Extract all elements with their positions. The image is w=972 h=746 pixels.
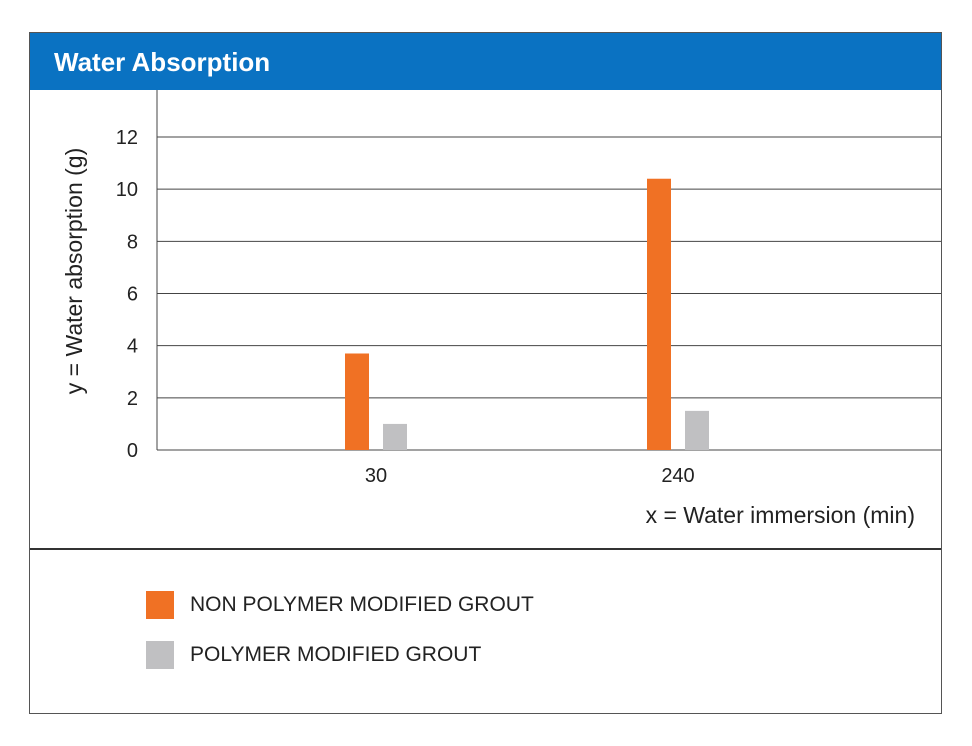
y-tick-4: 4 [127, 336, 138, 358]
y-axis-label: y = Water absorption (g) [61, 148, 87, 395]
legend-item-polymer: POLYMER MODIFIED GROUT [146, 640, 481, 670]
divider [30, 548, 941, 550]
y-tick-12: 12 [116, 127, 138, 149]
x-tick-240: 240 [661, 465, 694, 487]
x-tick-labels: 30 240 [365, 465, 695, 487]
bars [345, 178, 709, 450]
y-tick-0: 0 [127, 440, 138, 462]
bar-non-polymer-30 [345, 353, 369, 450]
axes [156, 90, 941, 451]
legend-item-non-polymer: NON POLYMER MODIFIED GROUT [146, 590, 534, 620]
legend-swatch-polymer [146, 641, 174, 669]
legend-label-polymer: POLYMER MODIFIED GROUT [190, 643, 482, 666]
bar-polymer-30 [383, 423, 407, 450]
y-tick-8: 8 [127, 231, 138, 253]
y-tick-6: 6 [127, 284, 138, 306]
y-tick-2: 2 [127, 388, 138, 410]
y-tick-10: 10 [116, 179, 138, 201]
bar-non-polymer-240 [647, 178, 671, 450]
x-axis-label: x = Water immersion (min) [646, 502, 915, 528]
bar-chart: 0 2 4 6 8 10 12 30 240 y = Water absorption (g)… [61, 90, 941, 528]
y-tick-labels: 0 2 4 6 8 10 12 [116, 127, 138, 462]
chart-header: Water Absorption [30, 33, 941, 90]
gridlines [157, 136, 941, 399]
legend-swatch-non-polymer [146, 591, 174, 619]
bar-polymer-240 [685, 410, 709, 450]
legend-label-non-polymer: NON POLYMER MODIFIED GROUT [190, 593, 534, 616]
x-tick-30: 30 [365, 465, 387, 487]
chart-title: Water Absorption [54, 47, 271, 77]
chart-panel: Water Absorption 0 2 4 6 8 10 12 30 240 y = Wat… [29, 32, 942, 714]
